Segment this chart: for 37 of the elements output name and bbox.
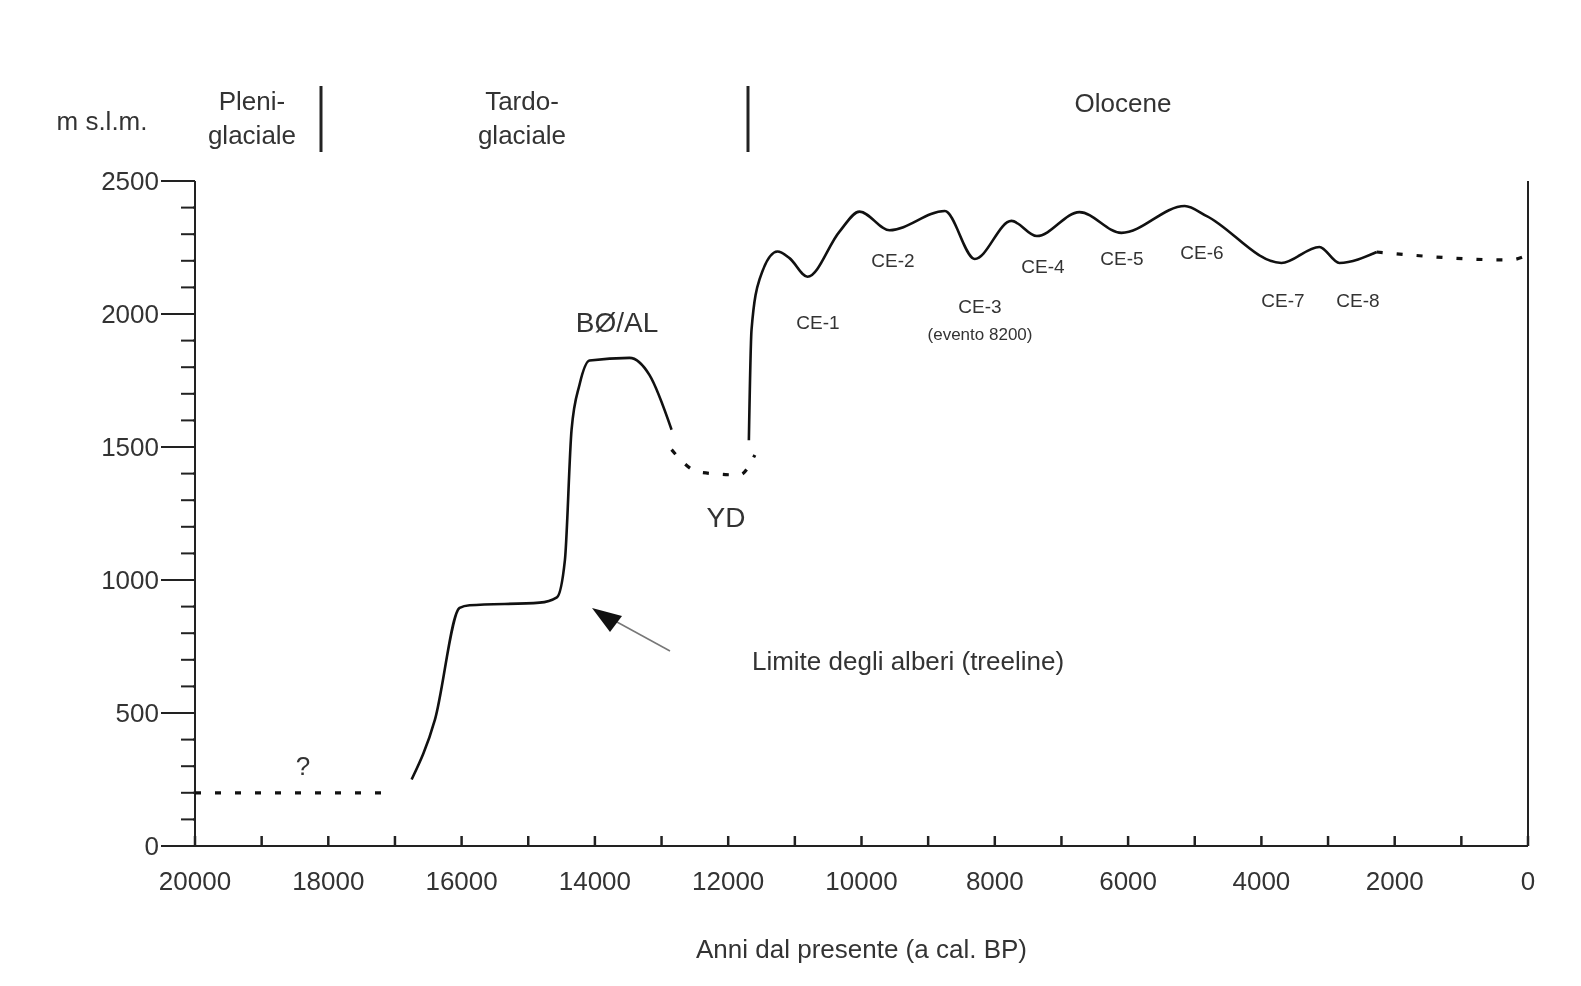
- y-tick-label: 0: [144, 831, 159, 862]
- y-tick-label: 2000: [101, 299, 159, 330]
- annotation: (evento 8200): [927, 324, 1033, 344]
- y-tick-label: 1500: [101, 432, 159, 463]
- x-tick-label: 8000: [965, 866, 1024, 896]
- text: Pleni- glaciale: [207, 86, 297, 150]
- x-axis-title: Anni dal presente (a cal. BP): [696, 934, 1027, 964]
- annotation: CE-7: [1261, 289, 1305, 311]
- annotation: CE-8: [1336, 289, 1380, 311]
- annotation: CE-4: [1021, 255, 1066, 277]
- x-tick-label: 0: [1520, 866, 1536, 896]
- text: Tardo- glaciale: [477, 86, 567, 150]
- annotation: BØ/AL: [575, 306, 659, 338]
- annotation: Limite degli alberi (treeline): [751, 646, 1065, 677]
- annotation: CE-6: [1180, 241, 1224, 263]
- annotation: CE-2: [871, 249, 915, 271]
- x-tick-label: 6000: [1099, 866, 1158, 896]
- annotation: YD: [706, 501, 746, 533]
- text: Olocene: [1074, 88, 1172, 118]
- annotation: CE-5: [1100, 247, 1144, 269]
- x-tick-label: 10000: [825, 866, 898, 896]
- annotation: CE-1: [796, 311, 840, 333]
- line-series: [410, 356, 673, 781]
- x-tick-label: 14000: [558, 866, 632, 896]
- x-tick-label: 20000: [158, 866, 232, 896]
- x-tick-label: 16000: [425, 866, 498, 896]
- annotation: CE-3: [958, 295, 1002, 317]
- x-tick-label: 2000: [1365, 866, 1424, 896]
- annotation: ?: [295, 751, 311, 782]
- x-tick-label: 12000: [692, 866, 765, 896]
- y-tick-label: 500: [115, 698, 159, 729]
- x-tick-label: 4000: [1232, 866, 1291, 896]
- y-tick-label: 1000: [101, 565, 159, 596]
- y-axis-title: m s.l.m.: [56, 106, 148, 136]
- y-tick-label: 2500: [101, 166, 159, 197]
- x-tick-label: 18000: [292, 866, 365, 896]
- line-series: [669, 448, 757, 477]
